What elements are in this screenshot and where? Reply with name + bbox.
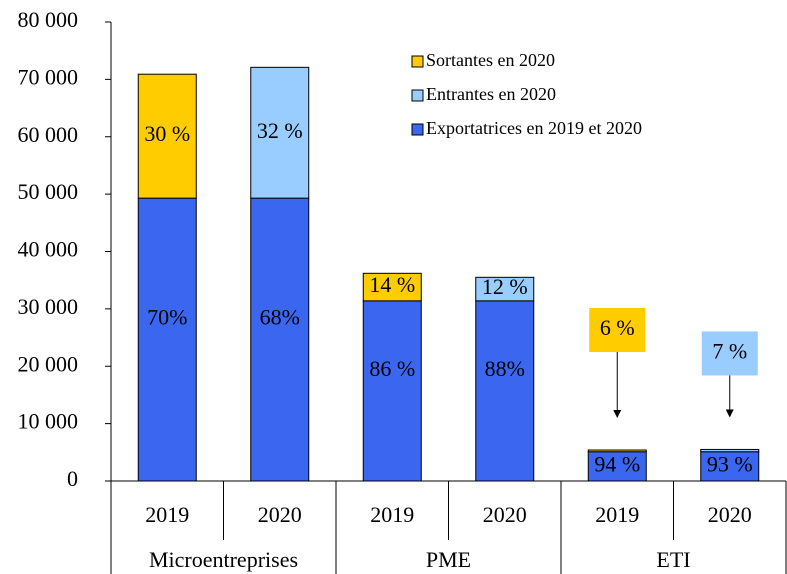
x-tick-label: 2019 [145,502,189,527]
bar-segment [250,197,310,482]
x-tick-label: 2020 [258,502,302,527]
bar-segment [137,197,197,482]
label-box [701,331,758,376]
value-label: 68% [260,305,300,330]
x-tick-label: 2020 [708,502,752,527]
group-label: PME [426,547,471,572]
legend-swatch [411,89,424,102]
legend-label: Entrantes en 2020 [426,84,556,104]
bar-segment [475,300,535,482]
bar-segment [250,66,310,199]
group-label: ETI [656,547,690,572]
bar-segment [362,272,422,302]
x-tick-label: 2019 [595,502,639,527]
y-tick-label: 40 000 [18,237,79,262]
value-label: 93 % [707,451,753,476]
value-label: 6 % [600,315,635,340]
value-label: 7 % [712,338,747,363]
value-label: 32 % [257,118,303,143]
y-tick-label: 80 000 [18,7,79,32]
bar-segment [362,300,422,482]
value-label: 94 % [594,451,640,476]
value-label: 30 % [144,121,190,146]
value-label: 14 % [369,272,415,297]
value-label: 86 % [369,356,415,381]
x-tick-label: 2019 [370,502,414,527]
value-label: 70% [147,305,187,330]
bar-segment [700,448,760,453]
legend-label: Exportatrices en 2019 et 2020 [426,118,642,138]
value-label: 88% [485,356,525,381]
y-tick-label: 50 000 [18,179,79,204]
y-tick-label: 10 000 [18,409,79,434]
group-label: Microentreprises [149,547,298,572]
y-tick-label: 30 000 [18,294,79,319]
legend-label: Sortantes en 2020 [426,50,555,70]
y-tick-label: 20 000 [18,351,79,376]
legend-swatch [411,123,424,136]
y-tick-label: 70 000 [18,64,79,89]
bar-segment [587,451,647,482]
value-label: 12 % [482,274,528,299]
y-tick-label: 60 000 [18,122,79,147]
label-box [589,308,646,353]
bar-segment [587,449,647,453]
y-tick-label: 0 [67,466,78,491]
x-tick-label: 2020 [483,502,527,527]
bar-segment [137,73,197,199]
bar-segment [475,276,535,302]
legend-swatch [411,55,424,68]
